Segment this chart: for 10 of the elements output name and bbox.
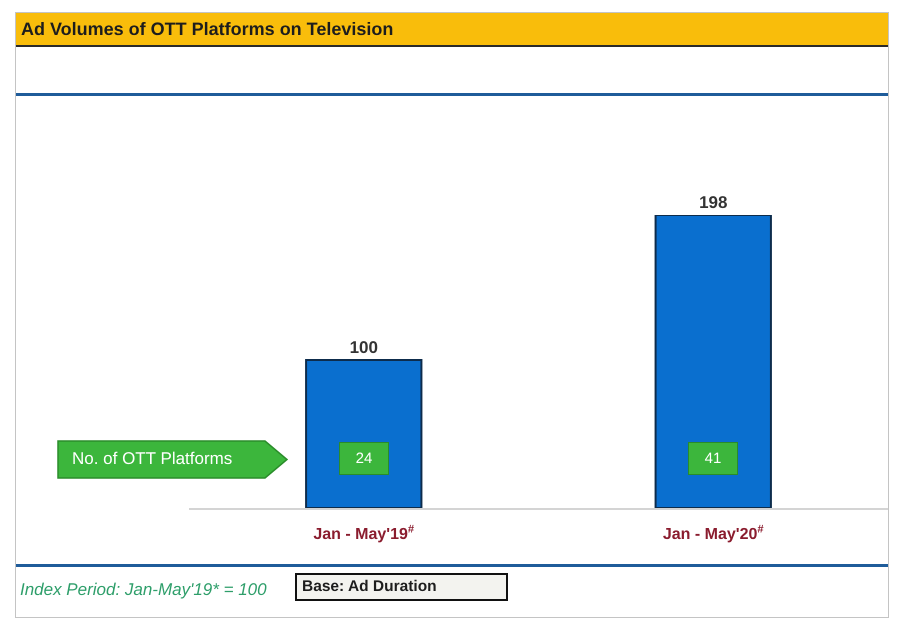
chart-title: Ad Volumes of OTT Platforms on Television (21, 19, 394, 40)
annotation: 41 (704, 450, 722, 467)
annotation: No. of OTT Platforms (72, 449, 232, 469)
x-tick-label: Jan - May'20$^{#}$ (662, 523, 764, 544)
text: Base: Ad Duration (302, 578, 437, 596)
data-label: 198 (699, 193, 728, 212)
annotation: 24 (356, 450, 372, 467)
x-tick-label: Jan - May'19$^{#}$ (313, 523, 415, 544)
data-label: 100 (350, 338, 378, 358)
text: Index Period: Jan-May'19* = 100 (20, 580, 267, 600)
